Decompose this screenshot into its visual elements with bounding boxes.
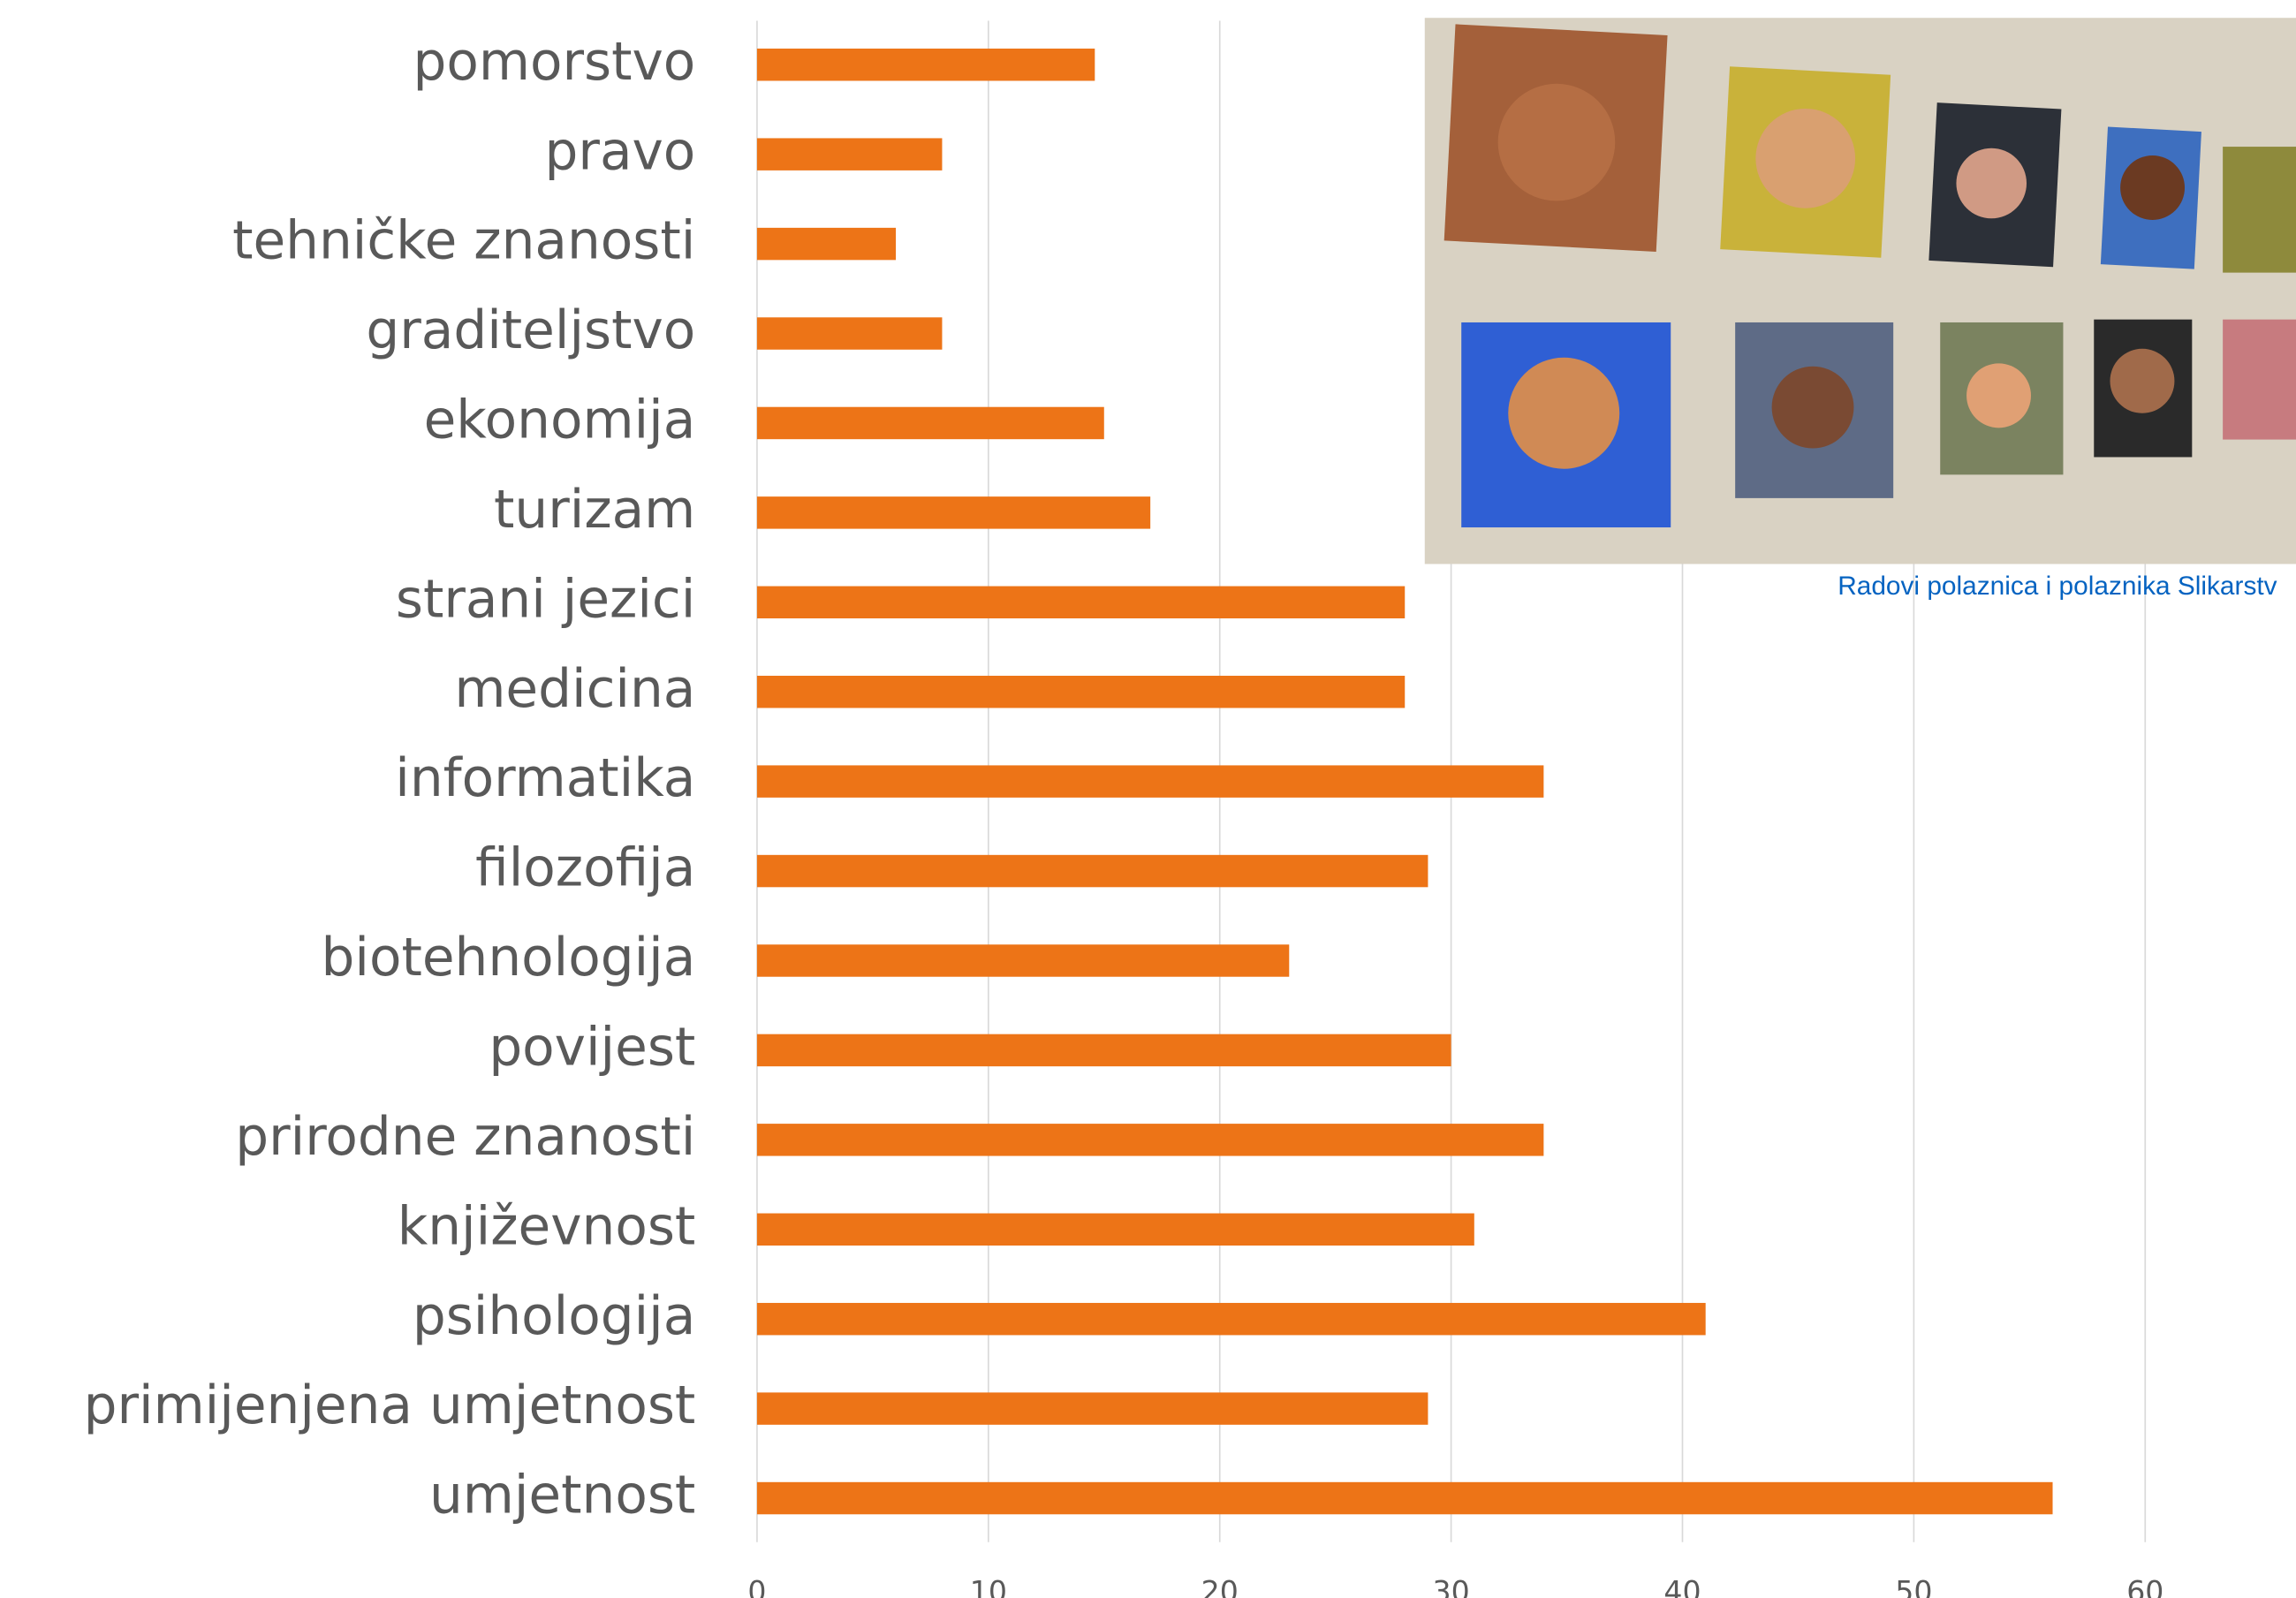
bar [756, 765, 1544, 798]
x-tick-label: 0 [747, 1574, 766, 1598]
y-tick-label: turizam [494, 480, 695, 541]
bar [756, 317, 943, 350]
bar [756, 227, 897, 261]
bar [756, 49, 1095, 81]
x-tick-label: 50 [1895, 1574, 1932, 1598]
y-tick-label: povijest [489, 1018, 695, 1079]
y-tick-label: medicina [454, 659, 695, 720]
bar [756, 1034, 1451, 1067]
y-tick-label: biotehnologija [322, 928, 696, 988]
bar [756, 854, 1428, 888]
x-tick-label: 10 [970, 1574, 1007, 1598]
bar [756, 496, 1151, 529]
y-tick-label: književnost [398, 1196, 696, 1257]
y-tick-label: filozofija [475, 838, 695, 899]
y-tick-label: ekonomija [424, 390, 696, 451]
y-tick-label: psihologija [413, 1286, 695, 1347]
bar [756, 586, 1406, 619]
bar [756, 1481, 2053, 1515]
y-tick-label: graditeljstvo [366, 300, 695, 361]
bar [756, 1213, 1474, 1246]
y-tick-label: tehničke znanosti [232, 211, 695, 272]
y-tick-label: primijenjena umjetnost [84, 1375, 696, 1436]
bar [756, 1124, 1544, 1156]
y-tick-label: pravo [545, 121, 696, 182]
bar [756, 1302, 1706, 1336]
bar [756, 675, 1406, 708]
y-tick-label: pomorstvo [413, 32, 696, 93]
bar [756, 406, 1104, 440]
x-tick-label: 60 [2126, 1574, 2163, 1598]
y-tick-label: informatika [395, 748, 695, 809]
y-tick-label: umjetnost [429, 1465, 695, 1526]
bar [756, 944, 1290, 977]
x-tick-label: 20 [1201, 1574, 1239, 1598]
y-tick-label: strani jezici [396, 569, 695, 630]
bar [756, 138, 943, 170]
photo [1424, 18, 2296, 564]
x-tick-label: 40 [1663, 1574, 1701, 1598]
x-tick-label: 30 [1433, 1574, 1470, 1598]
caption: Radovi polaznica i polaznika Slikarstv [1838, 572, 2277, 601]
y-tick-label: prirodne znanosti [235, 1107, 695, 1168]
bar [756, 1392, 1428, 1425]
